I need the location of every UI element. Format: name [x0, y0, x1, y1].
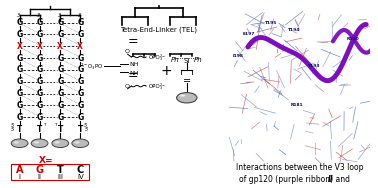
- Text: X: X: [37, 42, 42, 51]
- Ellipse shape: [52, 139, 69, 148]
- Text: II: II: [327, 175, 333, 184]
- Text: G: G: [17, 65, 23, 74]
- Ellipse shape: [31, 139, 48, 148]
- Text: G: G: [77, 54, 84, 63]
- Text: G: G: [77, 77, 84, 86]
- Text: Y193: Y193: [307, 64, 320, 68]
- Text: NH: NH: [130, 62, 139, 67]
- Text: G: G: [57, 113, 64, 122]
- Text: G: G: [57, 65, 64, 74]
- Text: G: G: [17, 101, 23, 110]
- Text: X: X: [17, 42, 23, 51]
- Text: G: G: [36, 89, 43, 98]
- Text: II: II: [37, 174, 42, 180]
- Text: =: =: [128, 35, 138, 48]
- Text: 5': 5': [85, 127, 89, 132]
- Text: G: G: [57, 77, 64, 86]
- Text: G: G: [36, 18, 43, 27]
- Text: G: G: [77, 65, 84, 74]
- Text: $^{2-}$O$_3$PO: $^{2-}$O$_3$PO: [80, 62, 104, 72]
- Text: T194: T194: [288, 28, 300, 32]
- Text: I: I: [19, 174, 21, 180]
- Text: +: +: [161, 64, 172, 78]
- Text: 5': 5': [11, 127, 15, 132]
- Text: G: G: [77, 18, 84, 27]
- Text: G: G: [36, 54, 43, 63]
- Text: T: T: [37, 125, 42, 134]
- Text: T: T: [57, 164, 64, 175]
- Text: G: G: [57, 18, 64, 27]
- Text: G: G: [17, 113, 23, 122]
- Text: G: G: [36, 164, 43, 175]
- Text: G: G: [57, 54, 64, 63]
- Text: Interactions between the V3 loop: Interactions between the V3 loop: [236, 163, 363, 172]
- Ellipse shape: [74, 141, 80, 144]
- Text: T: T: [17, 125, 22, 134]
- Text: G: G: [36, 101, 43, 110]
- Text: G: G: [57, 101, 64, 110]
- Text: IV: IV: [77, 174, 84, 180]
- Text: G: G: [77, 30, 84, 39]
- Text: G: G: [77, 113, 84, 122]
- Text: G: G: [17, 18, 23, 27]
- Text: $_3^{2-}$: $_3^{2-}$: [159, 81, 166, 92]
- Text: O: O: [125, 49, 130, 54]
- Text: OPO: OPO: [149, 84, 160, 89]
- Text: 3': 3': [17, 13, 22, 18]
- Text: G: G: [77, 101, 84, 110]
- Text: G: G: [36, 65, 43, 74]
- Text: T: T: [57, 125, 63, 134]
- Text: OPO: OPO: [149, 55, 160, 60]
- Text: G: G: [17, 30, 23, 39]
- Text: E197: E197: [243, 32, 255, 36]
- Ellipse shape: [11, 139, 28, 148]
- Ellipse shape: [180, 94, 185, 97]
- Ellipse shape: [34, 141, 39, 144]
- Text: G: G: [17, 77, 23, 86]
- Text: NH: NH: [130, 71, 139, 76]
- Text: O: O: [125, 84, 130, 89]
- Text: III: III: [57, 174, 63, 180]
- Text: G: G: [36, 77, 43, 86]
- Text: T: T: [77, 125, 83, 134]
- Text: T195: T195: [265, 20, 277, 25]
- Text: T: T: [54, 123, 57, 127]
- Text: =: =: [183, 76, 191, 86]
- Text: T: T: [43, 123, 46, 127]
- Text: A: A: [16, 164, 23, 175]
- Text: I198: I198: [232, 54, 243, 58]
- Text: Tetra-End-Linker (TEL): Tetra-End-Linker (TEL): [121, 27, 198, 33]
- Text: X: X: [77, 42, 83, 51]
- Ellipse shape: [54, 141, 60, 144]
- Text: 3': 3': [78, 13, 82, 18]
- Text: C: C: [77, 164, 84, 175]
- Text: 3': 3': [58, 13, 62, 18]
- FancyBboxPatch shape: [11, 164, 89, 180]
- Text: G: G: [17, 54, 23, 63]
- Text: =: =: [128, 69, 138, 82]
- Text: G: G: [17, 89, 23, 98]
- Text: Ph: Ph: [194, 57, 203, 63]
- Text: 3': 3': [37, 13, 42, 18]
- Text: G: G: [77, 89, 84, 98]
- Text: G: G: [36, 30, 43, 39]
- Text: $_3^{2-}$: $_3^{2-}$: [159, 52, 166, 63]
- Text: G: G: [36, 113, 43, 122]
- Text: of gp120 (purple ribbon) and: of gp120 (purple ribbon) and: [239, 175, 352, 184]
- Text: R190: R190: [347, 37, 359, 42]
- Text: 5': 5': [84, 123, 88, 128]
- Text: R181: R181: [291, 103, 303, 107]
- Text: X=: X=: [39, 156, 54, 165]
- Text: G: G: [57, 30, 64, 39]
- Text: X: X: [57, 42, 63, 51]
- Ellipse shape: [72, 139, 89, 148]
- Text: Ph: Ph: [170, 57, 179, 63]
- Text: G: G: [57, 89, 64, 98]
- Ellipse shape: [177, 92, 197, 103]
- Ellipse shape: [14, 141, 19, 144]
- Text: 5': 5': [11, 123, 16, 128]
- Text: Si: Si: [184, 58, 190, 64]
